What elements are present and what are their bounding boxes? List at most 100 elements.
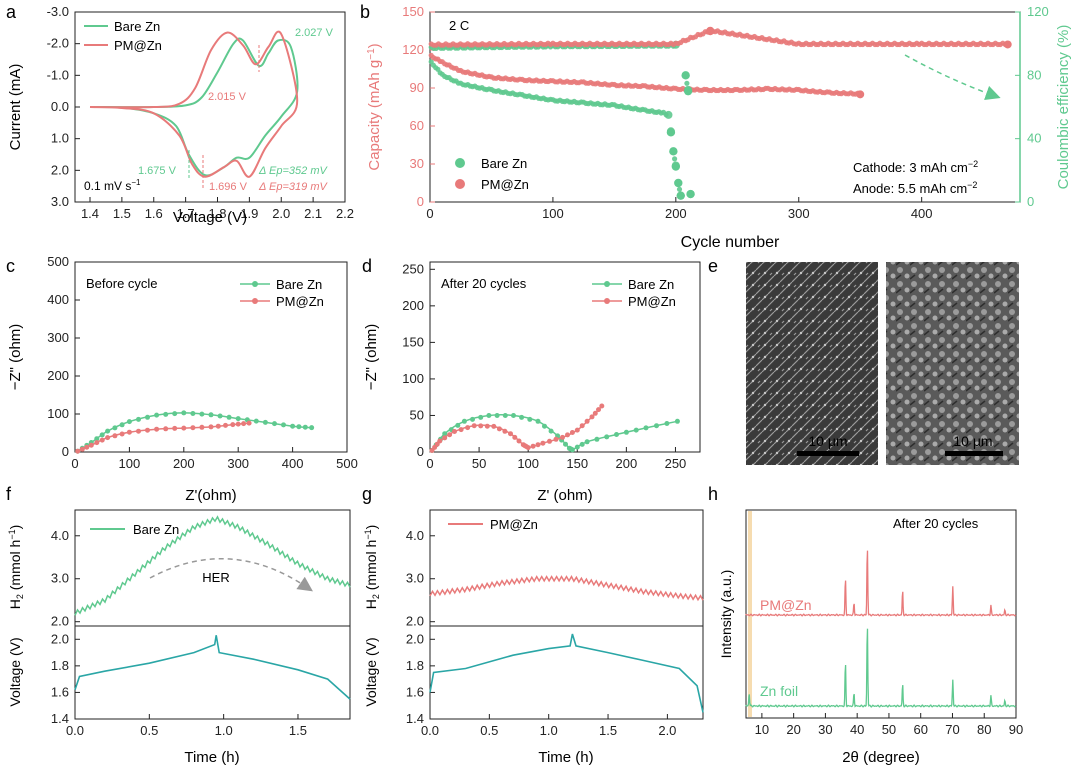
scan-rate-a: 0.1 mV s−1 xyxy=(84,178,141,193)
curves-h xyxy=(745,550,1017,708)
nyquist-point-pm-zn xyxy=(525,445,531,451)
panel-letter-c: c xyxy=(6,256,15,276)
nyquist-point-pm-zn xyxy=(163,426,169,432)
xlabel-c: Z'(ohm) xyxy=(185,487,236,504)
nyquist-point-bare-zn xyxy=(281,422,286,428)
nyquist-point-pm-zn xyxy=(79,446,85,452)
curves-c xyxy=(75,410,315,454)
sem-image-pmzn xyxy=(886,262,1019,465)
nyquist-point-bare-zn xyxy=(309,425,315,431)
nyquist-point-pm-zn xyxy=(596,407,601,413)
f-top-ytick-label: 2.0 xyxy=(51,614,69,629)
b2-ytick-label: 120 xyxy=(1027,4,1049,19)
d-ytick-label: 150 xyxy=(402,334,424,349)
legend-marker-pm-d xyxy=(604,298,610,304)
d-xtick-label: 50 xyxy=(472,456,486,471)
g-top-ytick-label: 3.0 xyxy=(406,571,424,586)
g-bottom-ytick-label: 1.6 xyxy=(406,684,424,699)
nyquist-point-bare-zn xyxy=(126,419,132,425)
d-xtick-label: 250 xyxy=(665,456,687,471)
voltage-curve-f xyxy=(74,635,351,700)
f-xtick-label: 1.0 xyxy=(215,723,233,738)
xlabel-g: Time (h) xyxy=(538,749,593,766)
marker-bare-zn-capacity xyxy=(674,178,683,188)
nyquist-point-pm-zn xyxy=(458,427,464,433)
nyquist-point-bare-zn xyxy=(614,432,619,437)
panel-letter-d: d xyxy=(362,256,372,276)
nyquist-point-bare-zn xyxy=(99,432,105,438)
f-bottom-ytick-label: 1.8 xyxy=(51,658,69,673)
g-bottom-ytick-label: 2.0 xyxy=(406,631,424,646)
legend-bare-zn-b: Bare Zn xyxy=(481,156,527,171)
nyquist-point-bare-zn xyxy=(527,416,533,422)
c-xtick-label: 300 xyxy=(227,456,249,471)
panel-c: c 0 100 200 300 400 500 0 100 200 300 400 500 Befor… xyxy=(6,254,358,504)
marker-bare-zn-ce xyxy=(681,71,690,80)
curves-d xyxy=(429,403,680,453)
nyquist-point-bare-zn xyxy=(172,411,178,417)
nyquist-point-bare-zn xyxy=(208,412,214,418)
nyquist-point-pm-zn xyxy=(579,423,585,429)
h-xtick-label: 70 xyxy=(945,722,959,737)
note-d: After 20 cycles xyxy=(441,276,527,291)
h-xtick-label: 50 xyxy=(882,722,896,737)
nyquist-point-bare-zn xyxy=(296,424,302,430)
nyquist-point-pm-zn xyxy=(199,424,205,430)
nyquist-point-pm-zn xyxy=(512,434,518,440)
f-bottom-ytick-label: 1.4 xyxy=(51,711,69,726)
note-h: After 20 cycles xyxy=(893,516,979,531)
nyquist-point-bare-zn xyxy=(494,413,500,418)
curves-a xyxy=(89,30,299,178)
marker-bare-zn-ce xyxy=(683,86,693,96)
nyquist-point-pm-zn xyxy=(584,418,590,424)
b-xtick-label: 300 xyxy=(788,206,810,221)
plot-frame-d xyxy=(429,261,701,453)
nyquist-point-bare-zn xyxy=(604,434,610,440)
nyquist-point-bare-zn xyxy=(579,441,585,447)
nyquist-point-pm-zn xyxy=(190,425,196,431)
nyquist-point-bare-zn xyxy=(478,414,484,420)
nyquist-point-bare-zn xyxy=(519,414,525,420)
nyquist-point-pm-zn xyxy=(75,448,81,454)
nyquist-line-pm-zn xyxy=(77,422,250,452)
nyquist-point-pm-zn xyxy=(484,423,490,429)
g-xtick-label: 2.0 xyxy=(658,723,676,738)
nyquist-point-bare-zn xyxy=(643,425,649,431)
c-xtick-label: 0 xyxy=(71,456,78,471)
nyquist-point-pm-zn xyxy=(478,423,484,429)
nyquist-point-pm-zn xyxy=(599,403,605,409)
scalebar-right xyxy=(945,451,1003,456)
nyquist-point-bare-zn xyxy=(486,413,492,418)
c-xtick-label: 500 xyxy=(336,456,358,471)
marker-bare-zn-capacity xyxy=(676,191,685,200)
nyquist-point-bare-zn xyxy=(235,416,241,422)
nyquist-point-bare-zn xyxy=(112,425,118,431)
f-bottom-ytick-label: 2.0 xyxy=(51,631,69,646)
a-ytick-label: 2.0 xyxy=(51,162,69,177)
a-xtick-label: 1.5 xyxy=(113,206,131,221)
c-ytick-label: 100 xyxy=(47,406,69,421)
nyquist-point-bare-zn xyxy=(119,422,125,428)
nyquist-point-bare-zn xyxy=(654,423,659,429)
a-xtick-label: 1.8 xyxy=(208,206,226,221)
marker-bare-zn-capacity xyxy=(669,147,678,156)
ylabel-f-bottom: Voltage (V) xyxy=(7,637,23,706)
b-ytick-label: 0 xyxy=(417,194,424,209)
legend-marker-bare-d xyxy=(604,281,610,287)
ticks-h: 10 20 30 40 50 60 70 80 90 xyxy=(755,713,1023,737)
scalebar-label-right: 10 μm xyxy=(953,433,992,449)
d-ytick-label: 200 xyxy=(402,298,424,313)
nyquist-point-bare-zn xyxy=(548,428,554,434)
her-label: HER xyxy=(202,570,229,585)
legend-pmzn-c: PM@Zn xyxy=(276,294,324,309)
nyquist-point-pm-zn xyxy=(208,424,214,430)
nyquist-point-pm-zn xyxy=(119,431,125,437)
h-xtick-label: 20 xyxy=(786,722,800,737)
nyquist-point-bare-zn xyxy=(253,418,259,424)
legend-marker-bare-c xyxy=(252,281,258,287)
c-ytick-label: 0 xyxy=(62,444,69,459)
nyquist-point-pm-zn xyxy=(88,442,94,448)
plot-frame-g-top xyxy=(429,509,704,627)
d-xtick-label: 200 xyxy=(616,456,638,471)
